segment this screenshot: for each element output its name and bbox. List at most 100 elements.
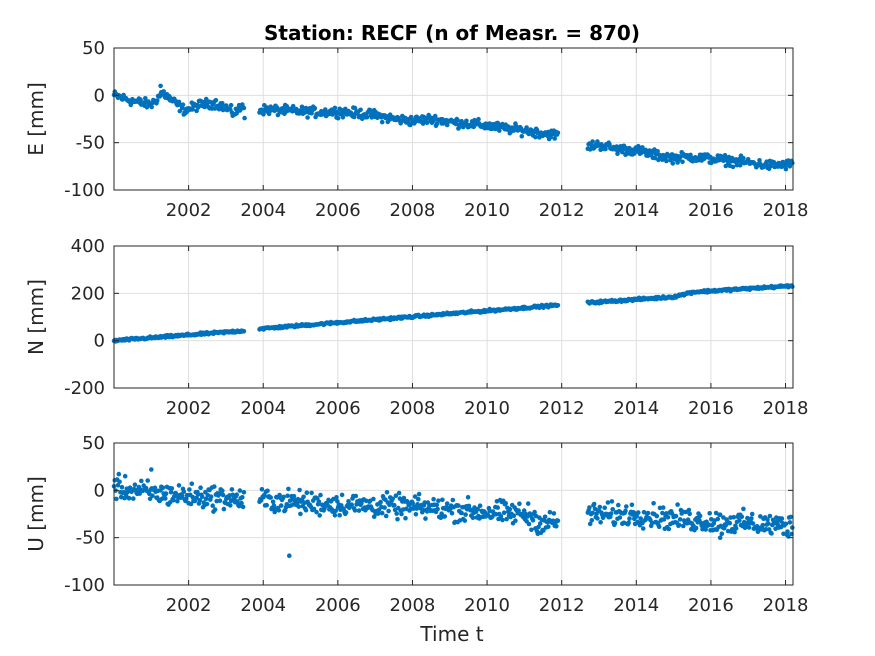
data-point (432, 113, 438, 119)
data-point (171, 497, 176, 503)
data-point (616, 502, 621, 508)
data-point (766, 521, 771, 526)
data-point (220, 488, 225, 494)
data-point (340, 115, 346, 120)
data-point (220, 492, 226, 498)
data-point (462, 518, 468, 523)
ticks-u: 2002 2004 2006 2008 2010 2012 2014 2016 2018 -100… (64, 433, 808, 616)
data-point (217, 498, 223, 504)
data-point (271, 503, 277, 509)
data-point (386, 508, 391, 514)
data-point (210, 503, 215, 509)
x-tick-label: 2002 (166, 398, 212, 419)
data-point (423, 516, 428, 521)
data-point (264, 502, 270, 508)
data-point (721, 158, 726, 163)
data-point (150, 493, 155, 499)
data-point (666, 526, 672, 532)
data-point (334, 495, 339, 500)
x-tick-label: 2014 (613, 595, 659, 616)
data-point (551, 511, 557, 516)
data-point-outlier (717, 535, 723, 540)
x-tick-label: 2006 (315, 398, 361, 419)
data-point (384, 490, 390, 495)
data-point (537, 521, 543, 526)
x-tick-label: 2014 (613, 200, 659, 221)
x-tick-label: 2008 (390, 595, 436, 616)
data-point (749, 516, 754, 521)
data-point (602, 505, 607, 511)
y-tick-label: -50 (76, 528, 105, 549)
panel-e: 2002 2004 2006 2008 2010 2012 2014 2016 2018 -100… (24, 38, 808, 221)
x-tick-label: 2002 (166, 200, 212, 221)
data-point (459, 118, 464, 124)
data-point (459, 510, 464, 516)
data-point (333, 508, 339, 514)
data-point (241, 329, 247, 334)
data-point (364, 114, 370, 120)
data-point (477, 503, 483, 509)
y-tick-label: 0 (94, 85, 105, 106)
x-tick-label: 2008 (390, 398, 436, 419)
data-point (332, 105, 338, 111)
data-point (697, 513, 703, 519)
y-tick-label: 50 (82, 38, 105, 59)
data-point (301, 494, 306, 500)
data-point (281, 494, 286, 500)
data-point (707, 511, 712, 516)
data-point (316, 499, 322, 504)
data-point (208, 494, 214, 500)
data-point (589, 518, 595, 523)
data-point (143, 96, 148, 101)
data-point (676, 522, 682, 528)
data-point (194, 108, 199, 114)
x-tick-label: 2002 (166, 595, 212, 616)
data-point (693, 525, 699, 531)
data-point (337, 513, 343, 518)
data-point (530, 518, 536, 523)
data-point (680, 159, 685, 165)
data-point (416, 496, 421, 502)
data-point (258, 498, 264, 503)
data-point (609, 499, 615, 504)
x-tick-label: 2010 (464, 200, 510, 221)
panel-n: 2002 2004 2006 2008 2010 2012 2014 2016 2018 -200… (24, 236, 808, 419)
data-point (503, 501, 509, 506)
data-point (444, 122, 450, 128)
data-point (525, 501, 531, 506)
data-point (199, 494, 205, 500)
data-point-outlier (158, 83, 163, 89)
data-point (412, 494, 418, 499)
x-tick-label: 2014 (613, 398, 659, 419)
data-point (673, 513, 679, 519)
data-point (498, 514, 504, 519)
data-point (687, 511, 692, 517)
data-point (294, 500, 300, 506)
data-point (240, 495, 245, 500)
data-point (126, 496, 132, 501)
data-point (760, 522, 765, 528)
data-point (234, 492, 239, 498)
data-point (435, 506, 440, 512)
data-point (228, 503, 233, 508)
data-point (190, 107, 195, 112)
data-point (228, 102, 234, 108)
data-point (493, 511, 499, 517)
data-point (758, 514, 763, 519)
data-point (297, 487, 302, 493)
data-point (450, 497, 456, 503)
data-point (463, 512, 468, 517)
data-point (221, 506, 227, 512)
data-point (349, 502, 355, 508)
data-point (783, 521, 789, 527)
data-point (769, 531, 774, 536)
data-point (727, 520, 733, 526)
data-point (634, 514, 639, 519)
data-point (352, 508, 358, 513)
data-point (410, 500, 416, 506)
data-point (645, 510, 651, 516)
data-point (737, 518, 742, 523)
data-point (542, 514, 548, 520)
data-point (733, 526, 739, 531)
